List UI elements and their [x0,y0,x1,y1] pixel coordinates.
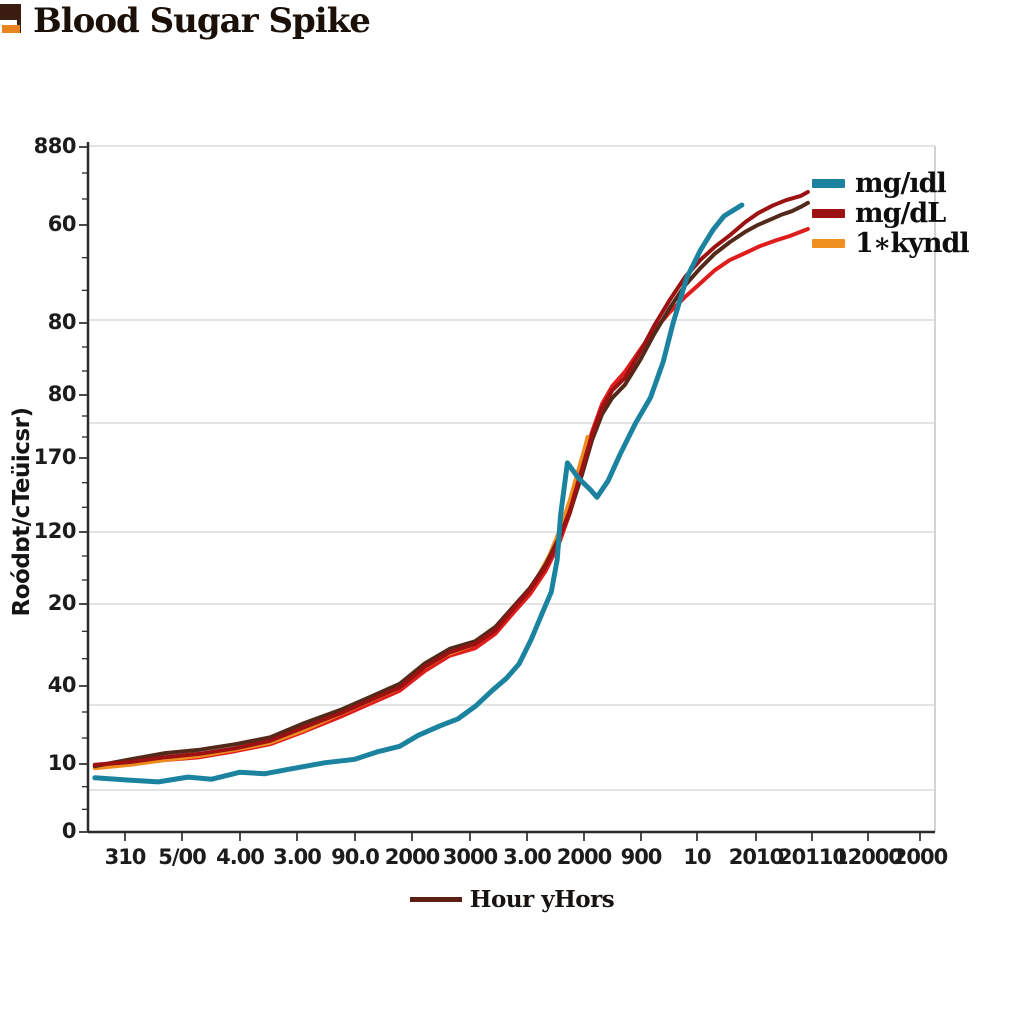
x-tick-label: 2010 [728,845,784,869]
x-tick-label: 90.0 [331,845,380,869]
legend-swatch-icon [812,178,845,188]
series-line-teal [92,202,745,785]
y-tick-label: 880 [33,134,77,158]
legend: mg/ıdl mg/dL 1∗kyndl [812,167,970,259]
x-tick-label: 310 [104,845,147,869]
x-tick-label: 3000 [442,845,498,869]
x-tick-label: 10 [683,845,711,869]
legend-label: mg/dL [855,197,946,229]
legend-item: mg/ıdl [812,167,969,199]
series-line-maroon [92,190,810,767]
series-line-red [92,227,810,769]
legend-item: 1∗kyndl [812,227,970,259]
y-tick-label: 80 [47,310,77,334]
x-tick-label: 2000 [892,845,948,869]
x-tick-label: 2000 [556,845,612,869]
y-tick-label: 170 [33,445,77,469]
legend-swatch-icon [812,208,845,218]
x-tick-label: 5/00 [158,845,207,869]
y-tick-label: 40 [47,673,77,697]
y-tick-label: 0 [61,819,77,843]
y-tick-label: 120 [33,519,77,543]
logo-square-icon [0,4,17,20]
legend-item: mg/dL [812,197,969,229]
logo-stroke-icon [17,4,21,33]
y-tick-label: 80 [47,382,77,406]
y-tick-label: 60 [47,212,77,236]
legend-label: 1∗kyndl [855,227,970,259]
y-tick-label: 10 [47,751,77,775]
x-tick-label: 20110 [777,845,847,869]
x-tick-label: 3.00 [273,845,322,869]
y-axis-title: Roódɒt/cTeüicsr) [9,407,35,617]
x-axis-caption: Hour yHors [0,886,1024,913]
x-caption-swatch-icon [409,897,462,902]
x-tick-label: 3.00 [503,845,552,869]
x-tick-label: 2000 [384,845,440,869]
legend-label: mg/ıdl [855,167,947,199]
y-tick-label: 20 [47,591,77,615]
page-title: Blood Sugar Spike [33,1,371,41]
x-axis-title: Hour yHors [469,886,615,913]
x-tick-label: 12000 [833,845,903,869]
x-tick-label: 4.00 [216,845,265,869]
legend-swatch-icon [812,238,845,248]
plot-svg [79,142,936,841]
series-line-brown [92,200,810,769]
x-tick-label: 900 [620,845,663,869]
logo-bar-icon [2,25,20,33]
